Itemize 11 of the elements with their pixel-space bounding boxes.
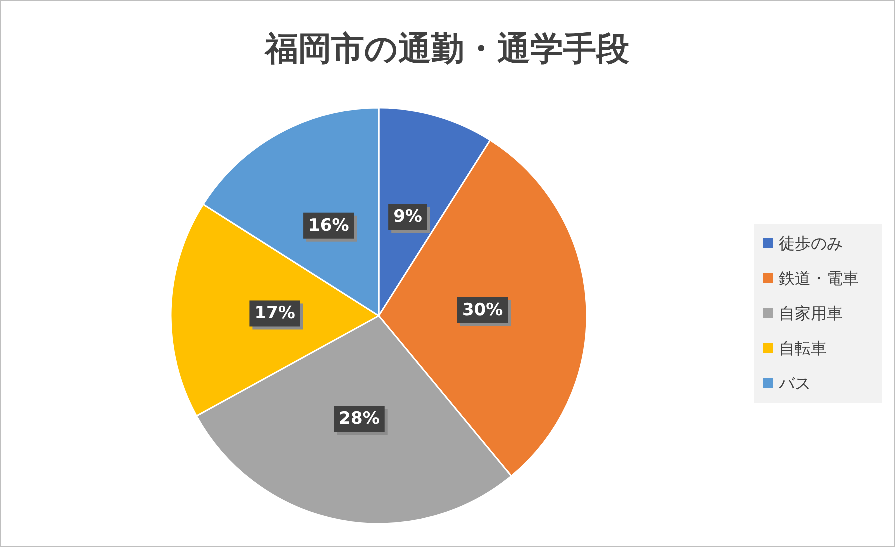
data-label: 9% (394, 207, 422, 228)
data-label: 16% (308, 216, 350, 236)
legend-label: 自転車 (779, 339, 827, 358)
data-label: 17% (254, 304, 296, 324)
chart-title: 福岡市の通勤・通学手段 (264, 29, 630, 68)
legend-label: バス (778, 374, 811, 393)
legend-label: 徒歩のみ (779, 234, 843, 253)
data-label: 30% (462, 300, 504, 320)
legend-label: 鉄道・電車 (779, 269, 859, 288)
legend-label: 自家用車 (779, 304, 843, 323)
data-label: 28% (339, 409, 380, 430)
